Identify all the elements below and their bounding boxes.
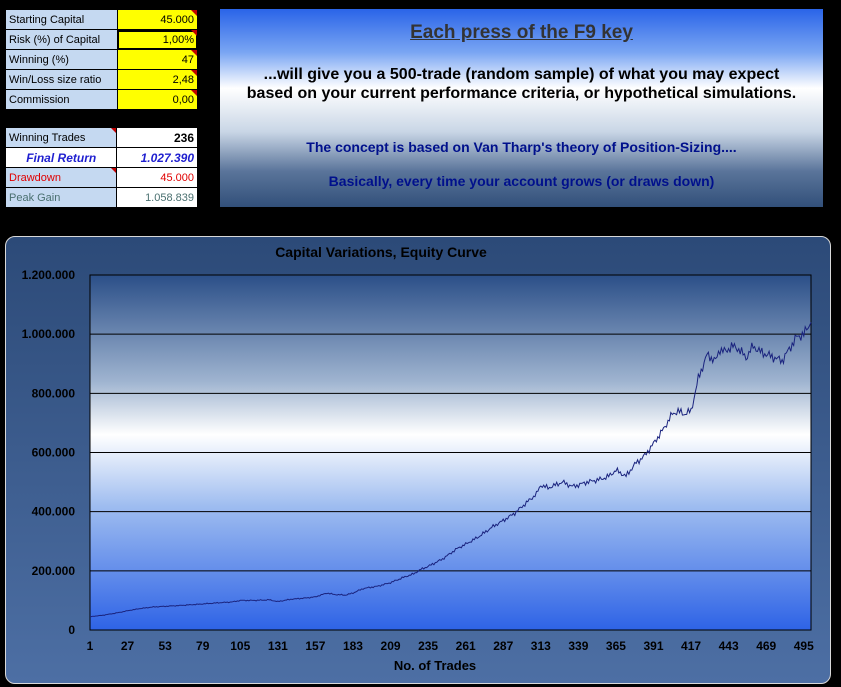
info-concept-text: The concept is based on Van Tharp's theo… <box>306 139 737 155</box>
input-cell-starting-capital[interactable]: 45.000 <box>116 9 199 30</box>
result-row-winning-trades: Winning Trades 236 <box>4 127 198 148</box>
result-cell-drawdown-label[interactable]: Drawdown <box>4 167 118 188</box>
x-tick-label: 157 <box>305 639 325 653</box>
y-axis-ticks: 0 200.000 400.000 600.000 800.000 1.000.000 1.… <box>22 268 76 637</box>
x-tick-label: 131 <box>268 639 288 653</box>
input-label-win-loss: Win/Loss size ratio <box>5 69 118 90</box>
result-label-final-return[interactable]: Final Return <box>4 147 118 168</box>
result-value-winning-trades[interactable]: 236 <box>116 127 198 148</box>
comment-marker-icon <box>111 168 117 173</box>
equity-series-line <box>89 322 812 618</box>
x-tick-label: 443 <box>719 639 739 653</box>
x-tick-label: 469 <box>756 639 776 653</box>
input-label-commission: Commission <box>5 89 118 110</box>
grid-lines <box>90 274 811 572</box>
input-row-commission: Commission 0,00 <box>5 89 199 110</box>
input-row-starting-capital: Starting Capital 45.000 <box>5 9 199 30</box>
result-row-drawdown: Drawdown 45.000 <box>4 167 198 188</box>
x-tick-label: 365 <box>606 639 626 653</box>
result-value-final-return[interactable]: 1.027.390 <box>116 147 198 168</box>
x-tick-label: 261 <box>456 639 476 653</box>
inputs-table: Starting Capital 45.000 Risk (%) of Capi… <box>5 9 199 110</box>
input-label-winning: Winning (%) <box>5 49 118 70</box>
x-tick-label: 287 <box>493 639 513 653</box>
result-label-peak-gain[interactable]: Peak Gain <box>4 187 118 208</box>
result-cell-winning-trades-label[interactable]: Winning Trades <box>4 127 118 148</box>
y-tick-label: 400.000 <box>32 505 76 519</box>
y-tick-label: 1.000.000 <box>22 327 76 341</box>
x-tick-label: 105 <box>230 639 250 653</box>
comment-marker-icon <box>191 50 197 56</box>
results-table: Winning Trades 236 Final Return 1.027.39… <box>4 127 198 208</box>
input-cell-win-loss[interactable]: 2,48 <box>116 69 199 90</box>
y-tick-label: 0 <box>68 623 75 637</box>
comment-marker-icon <box>111 128 117 133</box>
x-tick-label: 339 <box>568 639 588 653</box>
result-row-peak-gain: Peak Gain 1.058.839 <box>4 187 198 208</box>
y-tick-label: 200.000 <box>32 564 76 578</box>
input-row-winning: Winning (%) 47 <box>5 49 199 70</box>
x-tick-label: 313 <box>531 639 551 653</box>
x-tick-label: 417 <box>681 639 701 653</box>
result-value-peak-gain[interactable]: 1.058.839 <box>116 187 198 208</box>
info-panel: Each press of the F9 key ...will give yo… <box>219 8 824 208</box>
input-label-starting-capital: Starting Capital <box>5 9 118 30</box>
y-tick-label: 1.200.000 <box>22 268 76 282</box>
comment-marker-icon <box>191 10 197 16</box>
input-cell-commission[interactable]: 0,00 <box>116 89 199 110</box>
comment-marker-icon <box>191 70 197 76</box>
input-cell-risk[interactable]: 1,00% <box>116 29 199 50</box>
input-cell-winning[interactable]: 47 <box>116 49 199 70</box>
x-tick-label: 495 <box>794 639 814 653</box>
equity-chart-svg: Capital Variations, Equity Curve 0 200.00… <box>22 244 814 673</box>
input-value-starting-capital: 45.000 <box>160 13 194 26</box>
x-tick-label: 53 <box>158 639 172 653</box>
x-tick-label: 183 <box>343 639 363 653</box>
input-value-commission: 0,00 <box>172 93 194 106</box>
x-tick-label: 79 <box>196 639 210 653</box>
input-value-win-loss: 2,48 <box>172 73 194 86</box>
x-tick-label: 1 <box>87 639 94 653</box>
input-row-win-loss: Win/Loss size ratio 2,48 <box>5 69 199 90</box>
comment-marker-icon <box>191 90 197 96</box>
info-heading: Each press of the F9 key <box>410 22 633 43</box>
x-tick-label: 235 <box>418 639 438 653</box>
input-value-risk: 1,00% <box>162 33 194 46</box>
input-row-risk: Risk (%) of Capital 1,00% <box>5 29 199 50</box>
x-tick-label: 27 <box>121 639 135 653</box>
y-tick-label: 800.000 <box>32 386 76 400</box>
chart-title: Capital Variations, Equity Curve <box>275 244 487 260</box>
x-tick-label: 391 <box>643 639 663 653</box>
x-tick-label: 209 <box>381 639 401 653</box>
x-axis-title: No. of Trades <box>394 658 476 673</box>
equity-chart[interactable]: Capital Variations, Equity Curve 0 200.00… <box>5 236 831 684</box>
x-axis-ticks: 1 27 53 79 105 131 157 183 209 235 261 287 313 339 365… <box>87 639 814 653</box>
input-label-risk: Risk (%) of Capital <box>5 29 118 50</box>
result-label-drawdown: Drawdown <box>9 171 61 184</box>
result-row-final-return: Final Return 1.027.390 <box>4 147 198 168</box>
info-description: ...will give you a 500-trade (random sam… <box>246 66 797 102</box>
result-label-winning-trades: Winning Trades <box>9 131 86 144</box>
comment-marker-icon <box>191 30 197 36</box>
y-tick-label: 600.000 <box>32 446 76 460</box>
input-value-winning: 47 <box>181 53 194 66</box>
info-basically-text: Basically, every time your account grows… <box>328 173 715 189</box>
result-value-drawdown[interactable]: 45.000 <box>116 167 198 188</box>
